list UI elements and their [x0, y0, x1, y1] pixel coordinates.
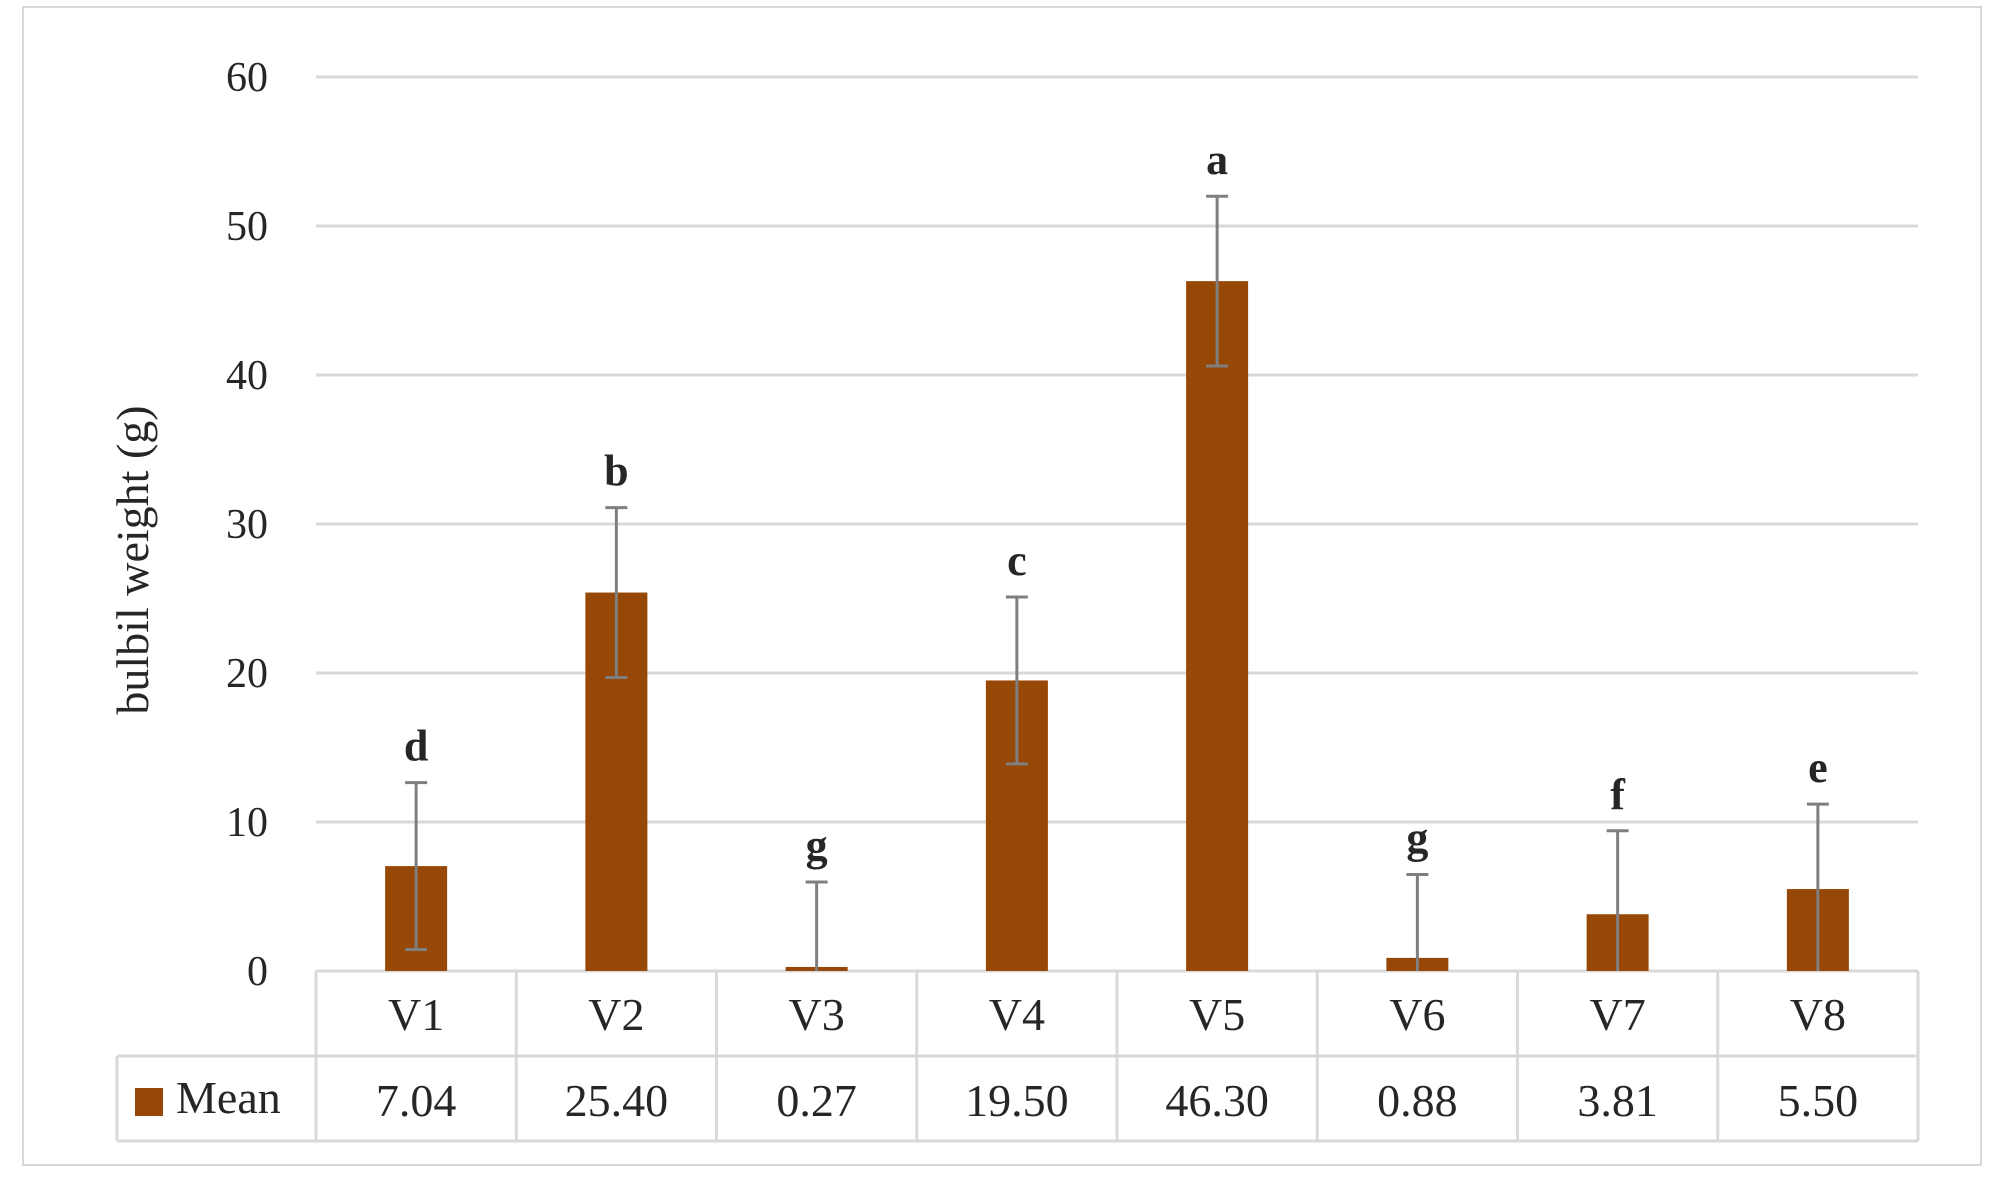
category-label: V4 — [989, 989, 1045, 1040]
significance-letter: f — [1610, 770, 1626, 819]
category-label: V6 — [1389, 989, 1445, 1040]
category-label: V7 — [1590, 989, 1646, 1040]
category-label: V5 — [1189, 989, 1245, 1040]
category-label: V3 — [789, 989, 845, 1040]
value-label: 7.04 — [376, 1075, 457, 1126]
y-tick-label: 20 — [226, 651, 268, 697]
value-label: 25.40 — [565, 1075, 669, 1126]
y-axis-label: bulbil weight (g) — [107, 405, 158, 714]
category-label: V1 — [388, 989, 444, 1040]
data-table: Mean V1 7.04 V2 25.40 V3 0.27 V4 19.50 V5 46.30 V6 0… — [115, 969, 1920, 1143]
category-label: V8 — [1790, 989, 1846, 1040]
value-label: 3.81 — [1577, 1075, 1658, 1126]
y-tick-label: 50 — [226, 204, 268, 250]
y-tick-label: 10 — [226, 800, 268, 846]
y-tick-label: 40 — [226, 353, 268, 399]
significance-letter: d — [404, 722, 428, 771]
significance-letter: e — [1808, 743, 1828, 792]
significance-letter: g — [1406, 813, 1428, 862]
significance-letter: b — [604, 447, 628, 496]
bars — [385, 281, 1849, 971]
gridlines — [316, 75, 1918, 824]
value-label: 46.30 — [1165, 1075, 1269, 1126]
legend-swatch — [135, 1088, 163, 1116]
value-label: 5.50 — [1778, 1075, 1859, 1126]
significance-letter: c — [1007, 536, 1027, 585]
y-tick-label: 30 — [226, 502, 268, 548]
significance-letter: a — [1206, 135, 1228, 184]
y-tick-label: 60 — [226, 55, 268, 101]
category-label: V2 — [588, 989, 644, 1040]
significance-letter: g — [806, 821, 828, 870]
legend-label: Mean — [176, 1072, 281, 1123]
error-bars — [405, 194, 1829, 971]
bar — [1186, 281, 1249, 971]
significance-letters: d b g c a g f e — [404, 135, 1828, 870]
y-axis-ticks: 0 10 20 30 40 50 60 — [226, 55, 268, 995]
value-label: 0.88 — [1377, 1075, 1458, 1126]
value-label: 0.27 — [776, 1075, 857, 1126]
chart-frame — [22, 6, 1982, 1166]
y-tick-label: 0 — [247, 949, 268, 995]
value-label: 19.50 — [965, 1075, 1069, 1126]
